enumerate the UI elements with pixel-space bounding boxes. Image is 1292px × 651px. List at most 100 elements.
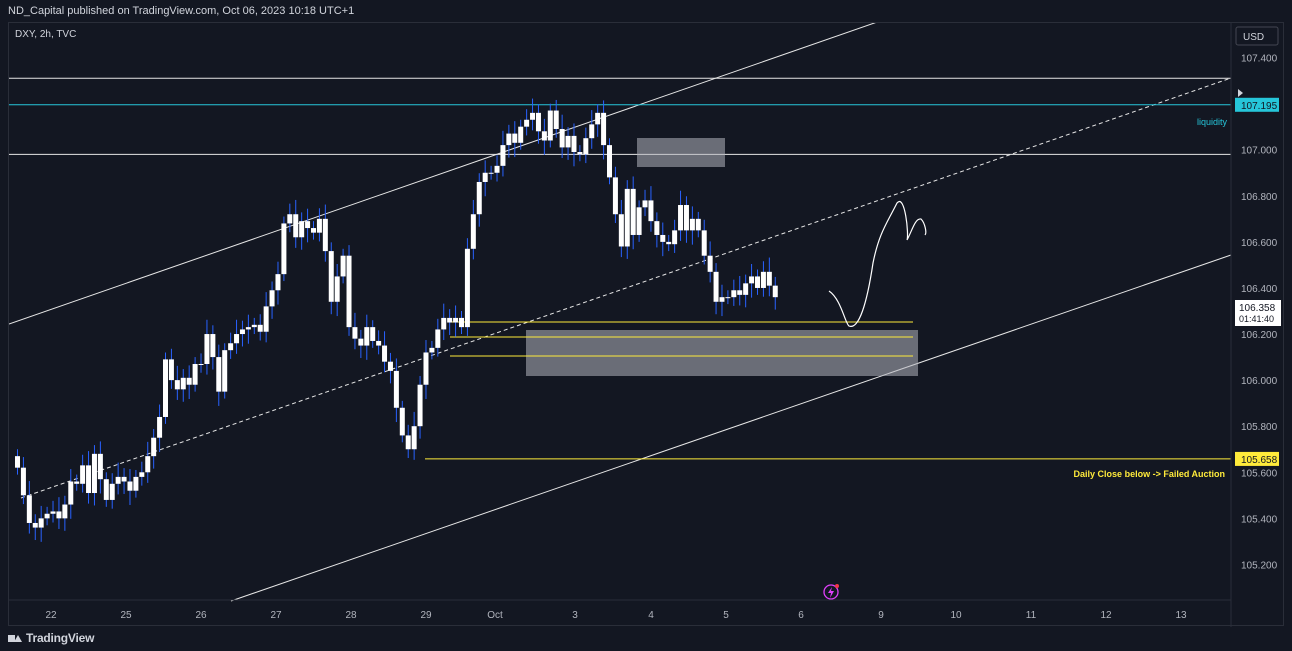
candle-body: [311, 228, 316, 233]
candle-body: [352, 327, 357, 339]
candle-body: [104, 479, 109, 500]
candle-body: [690, 219, 695, 231]
candle-body: [193, 364, 198, 385]
candle-body: [625, 189, 630, 247]
candle-body: [246, 327, 251, 329]
candle-body: [512, 134, 517, 143]
candle-body: [737, 290, 742, 295]
candle-body: [33, 523, 38, 528]
candle-body: [447, 318, 452, 323]
candle-body: [773, 286, 778, 298]
candle-body: [749, 276, 754, 283]
channel-mid-line: [21, 78, 1231, 498]
channel-lower-line: [231, 255, 1231, 601]
candle-body: [767, 272, 772, 286]
liquidity-label: liquidity: [1197, 117, 1228, 127]
candle-body: [560, 129, 565, 147]
candle-body: [187, 378, 192, 385]
chart-frame[interactable]: DXY, 2h, TVC liquidity Daily Close below -…: [8, 22, 1284, 626]
candle-body: [696, 219, 701, 231]
candle-body: [329, 251, 334, 302]
time-tick-label: 27: [270, 610, 282, 621]
candle-body: [666, 242, 671, 244]
candle-body: [719, 297, 724, 302]
candle-body: [347, 256, 352, 327]
candle-body: [323, 219, 328, 251]
candle-body: [542, 131, 547, 140]
candle-body: [607, 145, 612, 177]
candle-body: [281, 223, 286, 274]
candle-body: [483, 173, 488, 182]
supply-zone: [637, 138, 725, 167]
candle-body: [471, 214, 476, 249]
candle-body: [157, 417, 162, 438]
candle-body: [234, 334, 239, 343]
candle-body: [648, 200, 653, 221]
candle-body: [708, 256, 713, 272]
candle-body: [495, 166, 500, 173]
candle-body: [370, 327, 375, 341]
price-axis[interactable]: USD107.400107.200107.000106.800106.60010…: [1231, 23, 1281, 627]
publish-text: ND_Capital published on TradingView.com,…: [8, 5, 354, 17]
candle-body: [92, 454, 97, 493]
time-axis[interactable]: 22 25 26 27 28 29 Oct 3 4 5 6 9 10 11 12 13: [9, 600, 1231, 621]
price-tick-label: 106.400: [1241, 284, 1278, 295]
candle-body: [382, 346, 387, 362]
candle-body: [305, 221, 310, 228]
candle-body: [755, 276, 760, 288]
candle-body: [518, 127, 523, 143]
price-tick-label: 105.400: [1241, 514, 1278, 525]
candle-body: [45, 514, 50, 519]
time-tick-label: 25: [120, 610, 132, 621]
candle-body: [376, 341, 381, 346]
candle-body: [524, 120, 529, 127]
time-tick-label: 22: [45, 610, 57, 621]
candle-body: [56, 511, 61, 518]
candle-body: [714, 272, 719, 302]
event-icon[interactable]: [824, 584, 839, 599]
price-tick-label: 106.200: [1241, 330, 1278, 341]
price-tick-label: 107.400: [1241, 54, 1278, 65]
price-tick-label: 107.000: [1241, 146, 1278, 157]
candle-body: [210, 334, 215, 357]
time-tick-label: 10: [950, 610, 962, 621]
candle-body: [222, 350, 227, 391]
price-chart[interactable]: DXY, 2h, TVC liquidity Daily Close below -…: [9, 23, 1285, 627]
candle-body: [731, 290, 736, 297]
candle-body: [287, 214, 292, 223]
price-tick-label: 105.800: [1241, 422, 1278, 433]
candle-body: [684, 205, 689, 230]
time-tick-label: 9: [878, 610, 884, 621]
play-marker-icon: [1238, 89, 1243, 97]
candle-body: [122, 477, 127, 482]
candle-body: [465, 249, 470, 327]
candle-body: [293, 214, 298, 237]
candle-body: [435, 329, 440, 347]
footer-brand-text: TradingView: [26, 631, 94, 645]
footer-brand: TradingView: [8, 629, 94, 647]
liquidity-axis-label: 107.195: [1241, 101, 1278, 112]
candle-body: [400, 408, 405, 436]
time-tick-label: 26: [195, 610, 207, 621]
time-tick-label: 4: [648, 610, 654, 621]
candle-body: [169, 359, 174, 380]
candle-body: [98, 454, 103, 479]
candle-body: [554, 111, 559, 129]
candle-body: [577, 152, 582, 154]
candle-body: [506, 134, 511, 146]
alert-dot-icon: [835, 584, 839, 588]
candle-body: [139, 472, 144, 477]
time-tick-label: 13: [1175, 610, 1187, 621]
candle-body: [601, 113, 606, 145]
candle-body: [459, 318, 464, 327]
candle-body: [643, 200, 648, 207]
candle-body: [423, 352, 428, 384]
plot-area[interactable]: DXY, 2h, TVC liquidity Daily Close below -…: [9, 23, 1231, 601]
candle-body: [453, 318, 458, 323]
candle-body: [39, 518, 44, 527]
symbol-label: DXY, 2h, TVC: [15, 29, 76, 40]
price-tick-label: 106.600: [1241, 238, 1278, 249]
candle-body: [743, 283, 748, 295]
candle-body: [335, 276, 340, 301]
candle-body: [264, 306, 269, 331]
